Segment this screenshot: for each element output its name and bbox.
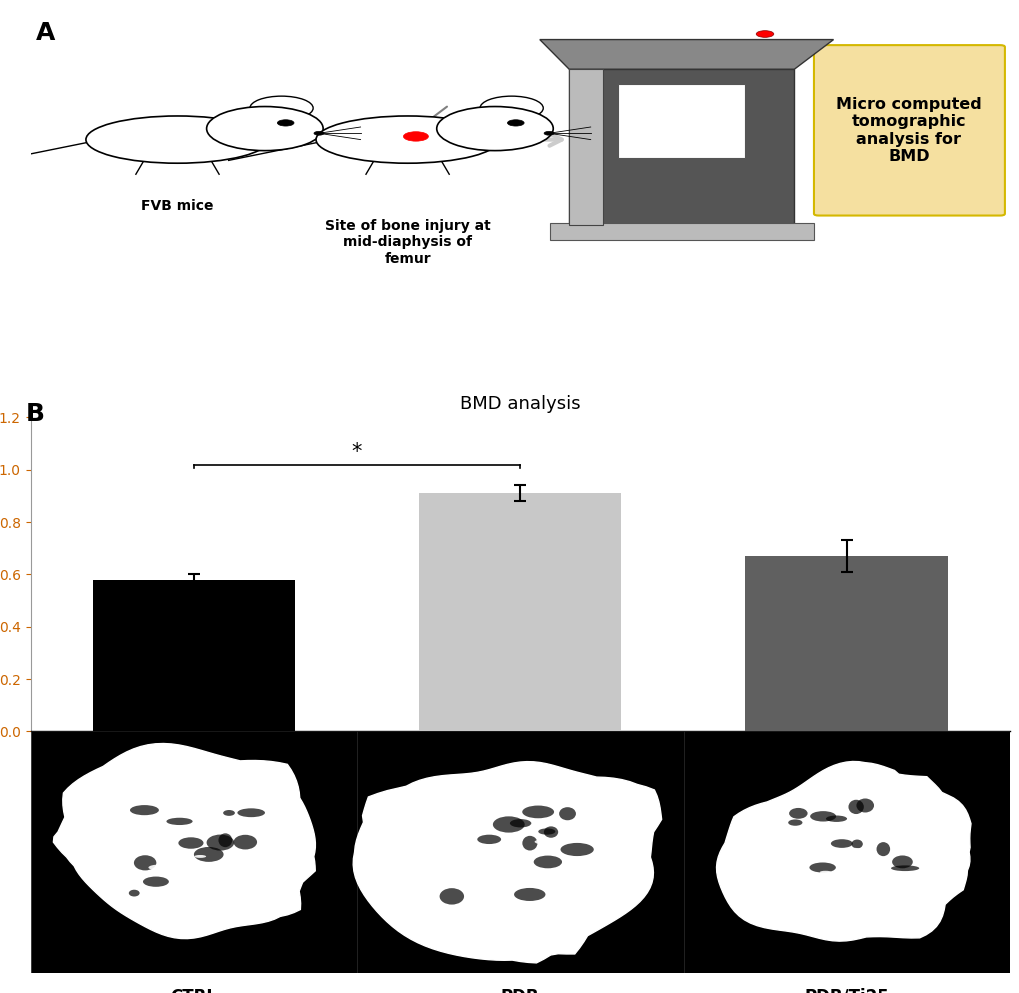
Text: *: * [352,442,362,462]
Ellipse shape [510,819,531,827]
Circle shape [404,132,428,141]
Bar [683,732,1009,973]
Circle shape [513,861,525,864]
Ellipse shape [789,808,807,819]
Text: PDB/Ti25: PDB/Ti25 [804,988,889,993]
Ellipse shape [533,856,561,868]
Polygon shape [353,762,661,963]
Ellipse shape [207,834,234,851]
Circle shape [149,865,173,871]
Text: PDB: PDB [500,988,539,993]
Circle shape [314,131,324,135]
Circle shape [194,855,206,858]
Bar [745,556,947,732]
Ellipse shape [129,805,159,815]
FancyBboxPatch shape [618,84,745,158]
Ellipse shape [233,835,257,849]
Ellipse shape [218,833,232,847]
Ellipse shape [830,839,852,848]
Ellipse shape [788,819,802,826]
Bar [31,732,357,973]
Ellipse shape [558,807,576,820]
Circle shape [511,853,526,857]
Ellipse shape [477,835,500,844]
Polygon shape [715,762,970,941]
Text: CTRL: CTRL [170,988,217,993]
Text: Micro computed
tomographic
analysis for
BMD: Micro computed tomographic analysis for … [836,96,981,164]
Polygon shape [53,744,315,938]
Ellipse shape [133,855,156,871]
Ellipse shape [856,798,873,812]
Ellipse shape [809,811,836,821]
Ellipse shape [892,855,912,868]
Ellipse shape [891,865,918,871]
Ellipse shape [543,826,557,838]
Polygon shape [539,40,833,70]
Ellipse shape [316,116,498,163]
Ellipse shape [851,839,862,848]
FancyBboxPatch shape [569,70,603,224]
FancyBboxPatch shape [549,223,813,239]
Bar [357,732,683,973]
Text: B: B [25,402,45,426]
Circle shape [250,96,313,120]
Bar [419,494,621,732]
Ellipse shape [538,828,555,835]
Circle shape [436,106,552,151]
Ellipse shape [128,890,140,897]
Circle shape [822,849,840,854]
Ellipse shape [514,888,545,901]
Ellipse shape [223,810,234,816]
Ellipse shape [522,836,537,851]
Circle shape [168,865,186,870]
Circle shape [543,131,553,135]
Ellipse shape [237,808,265,817]
Ellipse shape [825,815,846,822]
Circle shape [819,871,830,874]
Circle shape [534,839,556,845]
Ellipse shape [143,877,169,887]
Ellipse shape [560,843,593,856]
Circle shape [755,31,773,38]
Title: BMD analysis: BMD analysis [460,395,580,413]
Circle shape [869,820,890,825]
Circle shape [521,868,544,874]
Ellipse shape [86,116,269,163]
Text: Site of bone injury at
mid-diaphysis of
femur: Site of bone injury at mid-diaphysis of … [324,219,490,266]
Circle shape [814,838,828,842]
Circle shape [488,869,505,873]
Text: FVB mice: FVB mice [141,199,214,213]
Ellipse shape [166,817,193,825]
Ellipse shape [178,837,204,849]
Circle shape [198,827,210,830]
Ellipse shape [809,863,835,873]
FancyBboxPatch shape [813,45,1004,215]
Ellipse shape [848,799,863,814]
Circle shape [198,870,218,875]
Text: SKYSCAN: SKYSCAN [665,86,697,92]
Ellipse shape [875,842,890,856]
Circle shape [842,848,863,853]
Ellipse shape [522,805,553,818]
Circle shape [480,96,543,120]
Circle shape [207,106,323,151]
Text: A: A [36,21,55,45]
Circle shape [277,120,293,126]
Bar [93,580,294,732]
Circle shape [507,120,524,126]
Ellipse shape [439,888,464,905]
FancyBboxPatch shape [569,70,794,224]
Ellipse shape [492,816,524,832]
Ellipse shape [194,847,223,862]
